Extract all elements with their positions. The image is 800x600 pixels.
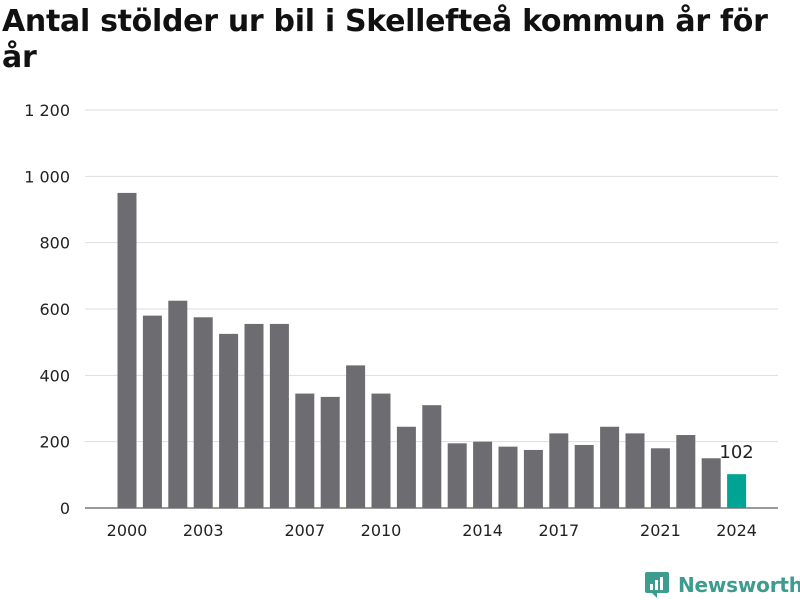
bar-2013 bbox=[447, 443, 467, 508]
bar-2007 bbox=[295, 393, 315, 508]
bar-2014 bbox=[473, 441, 493, 508]
bar-2012 bbox=[422, 405, 442, 508]
bar-2003 bbox=[193, 317, 213, 508]
chart-title: Antal stölder ur bil i Skellefteå kommun… bbox=[2, 4, 768, 75]
x-axis-tick-labels: 2000 2003 2007 2010 2014 2017 2021 2024 bbox=[107, 521, 757, 540]
y-tick-label: 1 200 bbox=[24, 101, 70, 120]
bar-2010 bbox=[371, 393, 391, 508]
y-tick-label: 200 bbox=[39, 433, 70, 452]
bar-2002 bbox=[168, 300, 188, 508]
y-axis-tick-labels: 0 200 400 600 800 1 000 1 200 bbox=[24, 101, 70, 518]
y-tick-label: 1 000 bbox=[24, 167, 70, 186]
data-labels: 102 bbox=[719, 442, 753, 463]
y-tick-label: 800 bbox=[39, 234, 70, 253]
bar-2004 bbox=[219, 333, 239, 508]
y-tick-label: 0 bbox=[60, 499, 70, 518]
y-tick-label: 600 bbox=[39, 300, 70, 319]
bar-2018 bbox=[574, 444, 594, 508]
bar-2011 bbox=[396, 426, 416, 508]
y-tick-label: 400 bbox=[39, 366, 70, 385]
newsworthy-logo-text: Newsworthy bbox=[678, 573, 800, 597]
data-label-highlight: 102 bbox=[719, 442, 753, 463]
x-tick-label: 2014 bbox=[462, 521, 503, 540]
bar-2017 bbox=[549, 433, 569, 508]
bar-2023 bbox=[701, 458, 721, 508]
bar-2005 bbox=[244, 323, 264, 508]
bar-2024 bbox=[727, 474, 747, 508]
x-tick-label: 2007 bbox=[284, 521, 325, 540]
bars bbox=[117, 192, 747, 508]
bar-2015 bbox=[498, 446, 518, 508]
bar-2006 bbox=[269, 323, 289, 508]
x-tick-label: 2003 bbox=[183, 521, 224, 540]
x-tick-label: 2024 bbox=[716, 521, 757, 540]
bar-2020 bbox=[625, 433, 645, 508]
bar-2001 bbox=[142, 315, 162, 508]
bar-2009 bbox=[346, 365, 366, 508]
bar-2008 bbox=[320, 396, 340, 508]
x-tick-label: 2010 bbox=[361, 521, 402, 540]
x-tick-label: 2021 bbox=[640, 521, 681, 540]
bar-2016 bbox=[523, 449, 543, 508]
bar-2021 bbox=[650, 448, 670, 508]
bar-2022 bbox=[676, 435, 696, 508]
x-tick-label: 2000 bbox=[107, 521, 148, 540]
bar-2019 bbox=[600, 426, 620, 508]
x-tick-label: 2017 bbox=[538, 521, 579, 540]
newsworthy-logo: Newsworthy bbox=[644, 570, 800, 600]
bar-2000 bbox=[117, 192, 137, 508]
newsworthy-logo-icon bbox=[645, 572, 669, 598]
